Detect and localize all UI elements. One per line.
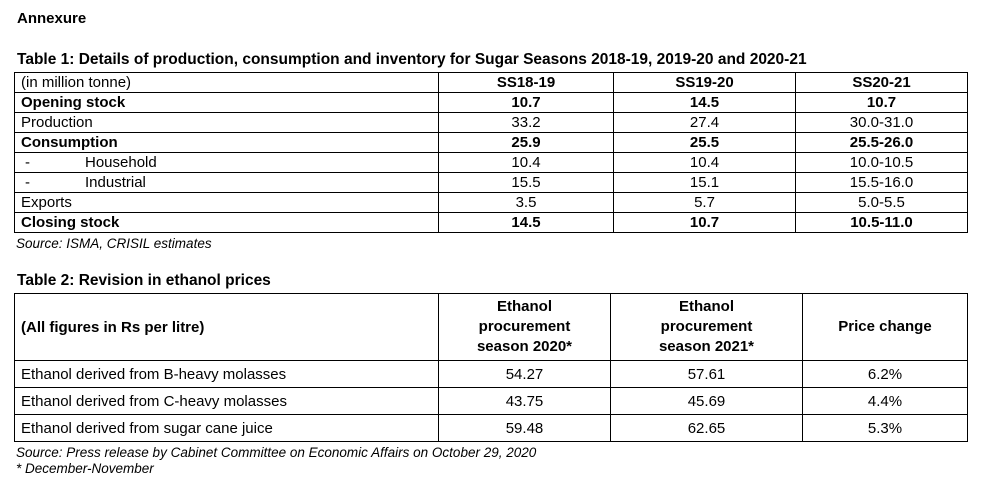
table-row-c-heavy-molasses: Ethanol derived from C-heavy molasses 43… bbox=[14, 387, 968, 415]
cell-value: 10.7 bbox=[795, 92, 968, 113]
cell-value: 10.7 bbox=[438, 92, 614, 113]
table2-ethanol-prices: (All figures in Rs per litre) Ethanol pr… bbox=[14, 293, 968, 442]
row-label-text: Household bbox=[85, 154, 157, 171]
table2-header-row: (All figures in Rs per litre) Ethanol pr… bbox=[14, 293, 968, 361]
cell-value: 54.27 bbox=[438, 360, 611, 388]
cell-value: 27.4 bbox=[613, 112, 796, 133]
row-label: Ethanol derived from B-heavy molasses bbox=[14, 360, 439, 388]
cell-value: 15.1 bbox=[613, 172, 796, 193]
table2-unit-label: (All figures in Rs per litre) bbox=[14, 293, 439, 361]
table1-source-note: Source: ISMA, CRISIL estimates bbox=[16, 236, 212, 251]
cell-value: 10.5-11.0 bbox=[795, 212, 968, 233]
header-line: procurement bbox=[660, 318, 753, 335]
table1-column-ss19-20: SS19-20 bbox=[613, 72, 796, 93]
row-label: Exports bbox=[14, 192, 439, 213]
header-line: season 2021* bbox=[658, 338, 755, 355]
row-label: - Household bbox=[14, 152, 439, 173]
table-row-opening-stock: Opening stock 10.7 14.5 10.7 bbox=[14, 92, 968, 113]
cell-value: 10.4 bbox=[613, 152, 796, 173]
cell-value: 3.5 bbox=[438, 192, 614, 213]
cell-value: 45.69 bbox=[610, 387, 803, 415]
table2-footnote: * December-November bbox=[16, 461, 154, 476]
cell-value: 43.75 bbox=[438, 387, 611, 415]
row-label: Ethanol derived from C-heavy molasses bbox=[14, 387, 439, 415]
row-label: - Industrial bbox=[14, 172, 439, 193]
table-row-sugar-cane-juice: Ethanol derived from sugar cane juice 59… bbox=[14, 414, 968, 442]
table2-column-season-2021: Ethanol procurement season 2021* bbox=[610, 293, 803, 361]
table-row-production: Production 33.2 27.4 30.0-31.0 bbox=[14, 112, 968, 133]
table1-title: Table 1: Details of production, consumpt… bbox=[17, 51, 807, 68]
table-row-industrial: - Industrial 15.5 15.1 15.5-16.0 bbox=[14, 172, 968, 193]
table1-column-ss20-21: SS20-21 bbox=[795, 72, 968, 93]
header-line: Ethanol bbox=[679, 298, 734, 315]
cell-value: 25.9 bbox=[438, 132, 614, 153]
cell-value: 59.48 bbox=[438, 414, 611, 442]
cell-value: 62.65 bbox=[610, 414, 803, 442]
table2-column-price-change: Price change bbox=[802, 293, 968, 361]
row-label: Closing stock bbox=[14, 212, 439, 233]
cell-value: 5.0-5.5 bbox=[795, 192, 968, 213]
cell-value: 6.2% bbox=[802, 360, 968, 388]
cell-value: 15.5 bbox=[438, 172, 614, 193]
cell-value: 4.4% bbox=[802, 387, 968, 415]
table-row-consumption: Consumption 25.9 25.5 25.5-26.0 bbox=[14, 132, 968, 153]
table-row-b-heavy-molasses: Ethanol derived from B-heavy molasses 54… bbox=[14, 360, 968, 388]
cell-value: 14.5 bbox=[438, 212, 614, 233]
table2-title: Table 2: Revision in ethanol prices bbox=[17, 272, 271, 289]
cell-value: 10.0-10.5 bbox=[795, 152, 968, 173]
header-line: Ethanol bbox=[497, 298, 552, 315]
header-line: Price change bbox=[838, 318, 932, 335]
annexure-heading: Annexure bbox=[17, 10, 87, 27]
cell-value: 25.5-26.0 bbox=[795, 132, 968, 153]
table2-column-season-2020: Ethanol procurement season 2020* bbox=[438, 293, 611, 361]
table1-unit-label: (in million tonne) bbox=[14, 72, 439, 93]
cell-value: 10.4 bbox=[438, 152, 614, 173]
row-label: Production bbox=[14, 112, 439, 133]
row-label: Consumption bbox=[14, 132, 439, 153]
cell-value: 5.3% bbox=[802, 414, 968, 442]
header-line: procurement bbox=[478, 318, 571, 335]
table-row-exports: Exports 3.5 5.7 5.0-5.5 bbox=[14, 192, 968, 213]
cell-value: 25.5 bbox=[613, 132, 796, 153]
cell-value: 10.7 bbox=[613, 212, 796, 233]
table1-column-ss18-19: SS18-19 bbox=[438, 72, 614, 93]
cell-value: 57.61 bbox=[610, 360, 803, 388]
table2-source-note: Source: Press release by Cabinet Committ… bbox=[16, 445, 537, 460]
table-row-closing-stock: Closing stock 14.5 10.7 10.5-11.0 bbox=[14, 212, 968, 233]
cell-value: 15.5-16.0 bbox=[795, 172, 968, 193]
dash-bullet: - bbox=[25, 174, 30, 191]
cell-value: 14.5 bbox=[613, 92, 796, 113]
row-label-text: Industrial bbox=[85, 174, 146, 191]
row-label: Ethanol derived from sugar cane juice bbox=[14, 414, 439, 442]
table1-header-row: (in million tonne) SS18-19 SS19-20 SS20-… bbox=[14, 72, 968, 93]
row-label: Opening stock bbox=[14, 92, 439, 113]
cell-value: 5.7 bbox=[613, 192, 796, 213]
table-row-household: - Household 10.4 10.4 10.0-10.5 bbox=[14, 152, 968, 173]
cell-value: 30.0-31.0 bbox=[795, 112, 968, 133]
table1-sugar-seasons: (in million tonne) SS18-19 SS19-20 SS20-… bbox=[14, 72, 968, 233]
header-line: season 2020* bbox=[476, 338, 573, 355]
dash-bullet: - bbox=[25, 154, 30, 171]
cell-value: 33.2 bbox=[438, 112, 614, 133]
